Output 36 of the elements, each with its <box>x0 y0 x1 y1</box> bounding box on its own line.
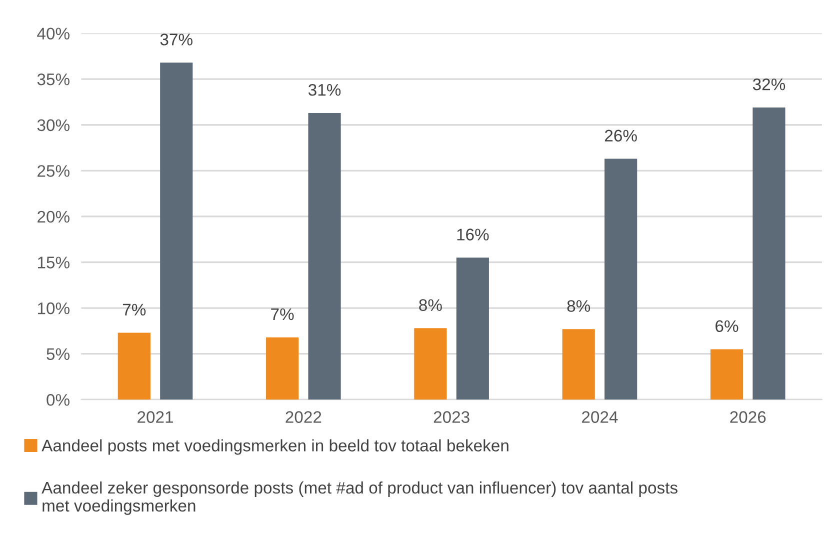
data-label: 16% <box>457 228 489 240</box>
bar <box>752 107 786 400</box>
y-tick-label: 30% <box>37 119 70 132</box>
y-tick-label: 15% <box>38 256 70 268</box>
bar <box>160 62 193 400</box>
data-label: 8% <box>567 300 590 312</box>
legend-label: Aandeel zeker gesponsorde posts (met #ad of product van influencer) tov aantal posts met voedingsmerken <box>42 481 678 515</box>
bar <box>604 158 638 400</box>
y-tick-label: 20% <box>38 210 70 223</box>
data-label: 26% <box>604 130 637 142</box>
x-tick-label: 2024 <box>582 411 618 423</box>
y-tick-label: 0% <box>46 394 70 406</box>
bar <box>266 337 299 400</box>
y-tick-label: 10% <box>38 302 70 314</box>
data-label: 32% <box>752 78 786 90</box>
legend-label: Aandeel posts met voedingsmerken in beeld tov totaal bekeken <box>42 439 508 455</box>
x-tick-label: 2023 <box>434 411 470 423</box>
bar <box>456 258 489 400</box>
y-tick-label: 25% <box>38 165 70 177</box>
bar <box>414 328 447 400</box>
x-tick-label: 2026 <box>730 411 766 423</box>
bar <box>710 349 744 400</box>
data-label: 31% <box>308 84 341 96</box>
data-label: 6% <box>716 320 738 332</box>
bar <box>118 332 150 400</box>
data-label: 7% <box>122 304 146 316</box>
x-tick-label: 2021 <box>138 411 173 423</box>
data-label: 37% <box>160 34 192 46</box>
bar <box>308 112 341 400</box>
data-label: 8% <box>419 299 442 311</box>
y-tick-label: 40% <box>37 28 70 40</box>
y-tick-label: 5% <box>46 348 70 360</box>
bar <box>562 329 595 400</box>
data-label: 7% <box>271 308 294 320</box>
y-tick-label: 35% <box>37 73 70 86</box>
x-tick-label: 2022 <box>286 411 322 423</box>
